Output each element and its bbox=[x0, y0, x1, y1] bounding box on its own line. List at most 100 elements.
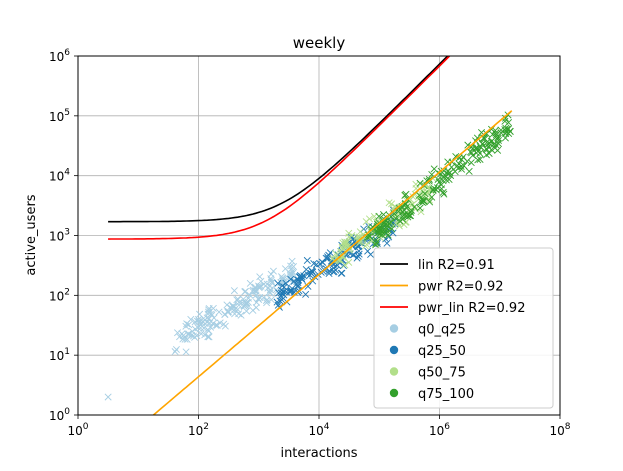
scatter-point bbox=[429, 186, 437, 194]
scatter-point bbox=[445, 175, 453, 183]
scatter-point bbox=[430, 165, 438, 173]
scatter-point bbox=[427, 186, 435, 194]
chart-title: weekly bbox=[293, 34, 346, 52]
scatter-point bbox=[204, 333, 212, 341]
scatter-point bbox=[467, 143, 475, 151]
scatter-point bbox=[287, 262, 295, 270]
scatter-point bbox=[433, 184, 441, 192]
legend-marker-swatch bbox=[389, 388, 399, 398]
scatter-point bbox=[467, 159, 475, 167]
scatter-point bbox=[256, 273, 264, 281]
scatter-point bbox=[401, 191, 409, 199]
scatter-point bbox=[251, 287, 259, 295]
scatter-point bbox=[487, 138, 495, 146]
scatter-point bbox=[485, 149, 493, 157]
scatter-point bbox=[412, 205, 420, 213]
scatter-point bbox=[378, 231, 386, 239]
scatter-point bbox=[257, 282, 265, 290]
scatter-point bbox=[182, 322, 190, 330]
scatter-point bbox=[241, 288, 249, 296]
scatter-point bbox=[176, 333, 184, 341]
scatter-point bbox=[365, 215, 374, 223]
legend-label: lin R2=0.91 bbox=[418, 258, 495, 273]
scatter-point bbox=[231, 310, 239, 318]
scatter-point bbox=[188, 327, 196, 335]
scatter-point bbox=[345, 229, 353, 237]
scatter-point bbox=[465, 167, 473, 175]
scatter-point bbox=[275, 289, 283, 297]
scatter-point bbox=[444, 167, 452, 175]
scatter-point bbox=[412, 180, 420, 188]
scatter-point bbox=[187, 315, 195, 323]
scatter-point bbox=[256, 293, 264, 301]
scatter-point bbox=[266, 289, 274, 297]
legend-label: q75_100 bbox=[418, 387, 474, 402]
scatter-point bbox=[494, 135, 502, 143]
scatter-point bbox=[289, 267, 297, 275]
scatter-point bbox=[223, 301, 231, 309]
scatter-point bbox=[497, 126, 505, 134]
scatter-point bbox=[308, 267, 316, 275]
scatter-point bbox=[356, 228, 364, 236]
scatter-point bbox=[302, 265, 310, 274]
scatter-point bbox=[191, 333, 199, 341]
scatter-point bbox=[252, 304, 260, 312]
scatter-point bbox=[361, 242, 369, 250]
scatter-point bbox=[388, 200, 396, 208]
legend-label: q25_50 bbox=[418, 344, 466, 359]
scatter-point bbox=[221, 322, 229, 330]
scatter-point bbox=[173, 329, 182, 337]
scatter-point bbox=[295, 282, 303, 290]
scatter-point bbox=[310, 260, 318, 268]
scatter-point bbox=[242, 307, 251, 315]
fit-line bbox=[108, 56, 449, 223]
scatter-point bbox=[407, 206, 415, 214]
scatter-point bbox=[246, 279, 254, 287]
scatter-point bbox=[230, 287, 238, 295]
scatter-point bbox=[354, 243, 362, 251]
scatter-point bbox=[329, 268, 337, 276]
legend-label: pwr R2=0.92 bbox=[418, 280, 504, 295]
scatter-point bbox=[204, 326, 212, 334]
scatter-point bbox=[197, 330, 205, 338]
scatter-point bbox=[316, 260, 324, 268]
scatter-point bbox=[476, 143, 484, 151]
scatter-point bbox=[201, 320, 209, 328]
scatter-point bbox=[399, 215, 407, 223]
scatter-point bbox=[454, 164, 462, 172]
scatter-point bbox=[472, 145, 480, 153]
scatter-point bbox=[415, 191, 423, 199]
scatter-point bbox=[402, 218, 410, 226]
scatter-point bbox=[452, 153, 460, 161]
scatter-point bbox=[307, 270, 315, 278]
scatter-point bbox=[278, 296, 286, 304]
scatter-point bbox=[295, 273, 303, 281]
scatter-point bbox=[209, 304, 217, 312]
scatter-point bbox=[246, 291, 254, 299]
scatter-point bbox=[182, 348, 190, 356]
scatter-point bbox=[278, 282, 286, 290]
scatter-point bbox=[205, 333, 213, 341]
scatter-point bbox=[476, 155, 484, 163]
legend-label: q0_q25 bbox=[418, 323, 466, 338]
scatter-point bbox=[234, 295, 242, 303]
scatter-point bbox=[411, 190, 419, 198]
scatter-point bbox=[282, 279, 290, 287]
scatter-point bbox=[458, 156, 466, 164]
scatter-point bbox=[460, 162, 468, 170]
fit-lines bbox=[108, 56, 513, 415]
scatter-point bbox=[494, 136, 502, 145]
scatter-point bbox=[233, 296, 241, 304]
scatter-point bbox=[364, 231, 372, 239]
scatter-point bbox=[436, 170, 445, 178]
scatter-point bbox=[388, 225, 396, 233]
scatter-point bbox=[294, 279, 302, 287]
scatter-point bbox=[215, 308, 223, 316]
scatter-point bbox=[266, 288, 274, 296]
scatter-point bbox=[345, 258, 353, 266]
scatter-point bbox=[503, 125, 511, 133]
scatter-point bbox=[235, 301, 243, 309]
scatter-point bbox=[104, 393, 112, 401]
